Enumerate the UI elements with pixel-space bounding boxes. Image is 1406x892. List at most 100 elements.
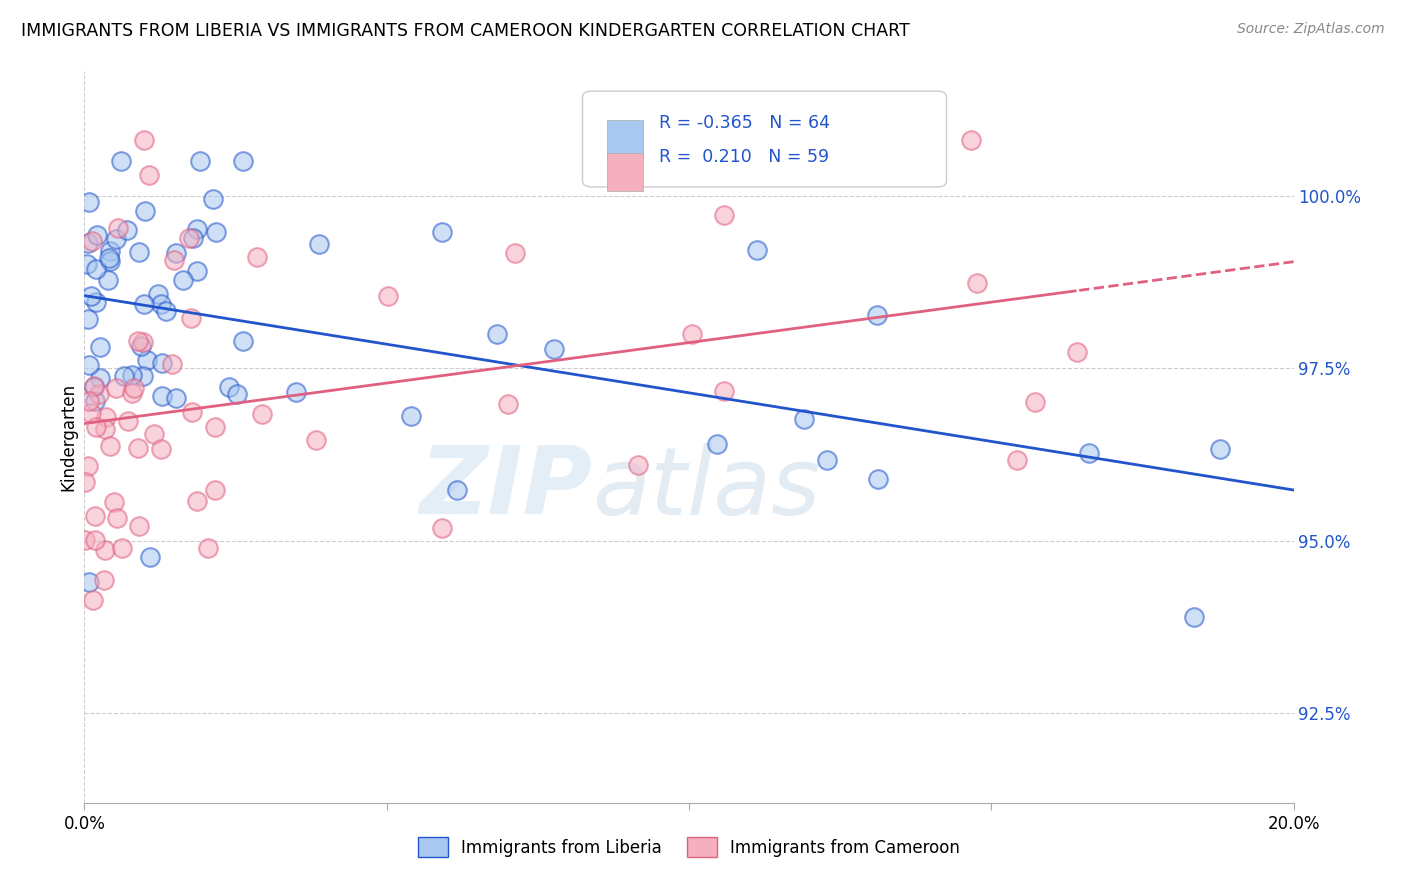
Point	[83, 379, 105, 393]
Point	[94, 543, 117, 558]
Point	[131, 335, 153, 350]
Point	[966, 276, 988, 290]
Point	[84, 294, 107, 309]
Point	[446, 483, 468, 498]
Point	[1184, 610, 1206, 624]
Point	[401, 409, 423, 423]
Point	[486, 326, 509, 341]
FancyBboxPatch shape	[582, 91, 946, 187]
Point	[1209, 442, 1232, 456]
Text: atlas: atlas	[592, 442, 821, 533]
Point	[503, 246, 526, 260]
Point	[110, 154, 132, 169]
Point	[246, 250, 269, 264]
Text: R =  0.210   N = 59: R = 0.210 N = 59	[659, 148, 828, 166]
Point	[94, 410, 117, 425]
Point	[868, 472, 890, 486]
Point	[84, 261, 107, 276]
Point	[305, 433, 328, 447]
Point	[77, 394, 100, 409]
Point	[134, 297, 156, 311]
Point	[960, 133, 983, 147]
Point	[232, 334, 254, 348]
Point	[745, 243, 768, 257]
Point	[1066, 345, 1088, 359]
Point	[432, 225, 454, 239]
Point	[188, 154, 211, 169]
Text: R = -0.365   N = 64: R = -0.365 N = 64	[659, 114, 830, 132]
Point	[225, 387, 247, 401]
Point	[181, 405, 204, 419]
Point	[127, 334, 149, 349]
Point	[713, 384, 735, 399]
Point	[131, 339, 153, 353]
Point	[89, 371, 111, 385]
Point	[202, 192, 225, 206]
Point	[150, 297, 173, 311]
Point	[155, 303, 177, 318]
Point	[80, 234, 103, 248]
Point	[105, 232, 128, 246]
Point	[204, 420, 226, 434]
Point	[706, 437, 728, 451]
Point	[143, 426, 166, 441]
Point	[107, 220, 129, 235]
Point	[121, 368, 143, 382]
Point	[152, 356, 174, 370]
Point	[713, 208, 735, 222]
Point	[79, 574, 101, 589]
Point	[232, 154, 254, 169]
Point	[79, 289, 101, 303]
Point	[204, 483, 226, 498]
Point	[111, 541, 134, 555]
Legend: Immigrants from Liberia, Immigrants from Cameroon: Immigrants from Liberia, Immigrants from…	[411, 830, 967, 864]
Point	[84, 533, 107, 547]
Y-axis label: Kindergarten: Kindergarten	[59, 383, 77, 491]
Point	[132, 133, 155, 147]
Point	[430, 521, 453, 535]
Point	[131, 369, 153, 384]
Point	[94, 422, 117, 436]
Point	[98, 439, 121, 453]
Point	[93, 573, 115, 587]
Point	[98, 254, 121, 268]
Point	[138, 169, 160, 183]
Point	[127, 442, 149, 456]
Bar	[607, 153, 643, 191]
Point	[308, 236, 330, 251]
Point	[107, 511, 129, 525]
Point	[160, 357, 183, 371]
Point	[89, 340, 111, 354]
Point	[172, 273, 194, 287]
Point	[105, 381, 128, 395]
Point	[498, 397, 520, 411]
Point	[82, 593, 104, 607]
Point	[197, 541, 219, 556]
Bar	[607, 120, 643, 159]
Point	[97, 273, 120, 287]
Point	[149, 442, 172, 457]
Point	[77, 459, 100, 474]
Point	[681, 326, 703, 341]
Point	[134, 204, 156, 219]
Point	[181, 230, 204, 244]
Point	[77, 312, 100, 326]
Point	[139, 550, 162, 565]
Point	[186, 493, 208, 508]
Point	[1005, 453, 1028, 467]
Point	[146, 286, 169, 301]
Point	[83, 394, 105, 409]
Point	[89, 387, 111, 401]
Point	[98, 251, 121, 265]
Point	[150, 389, 173, 403]
Point	[793, 412, 815, 426]
Point	[122, 381, 145, 395]
Point	[180, 311, 202, 326]
Point	[165, 246, 187, 260]
Point	[218, 380, 240, 394]
Point	[83, 380, 105, 394]
Point	[76, 257, 98, 271]
Point	[866, 308, 889, 322]
Point	[128, 519, 150, 533]
Point	[135, 352, 157, 367]
